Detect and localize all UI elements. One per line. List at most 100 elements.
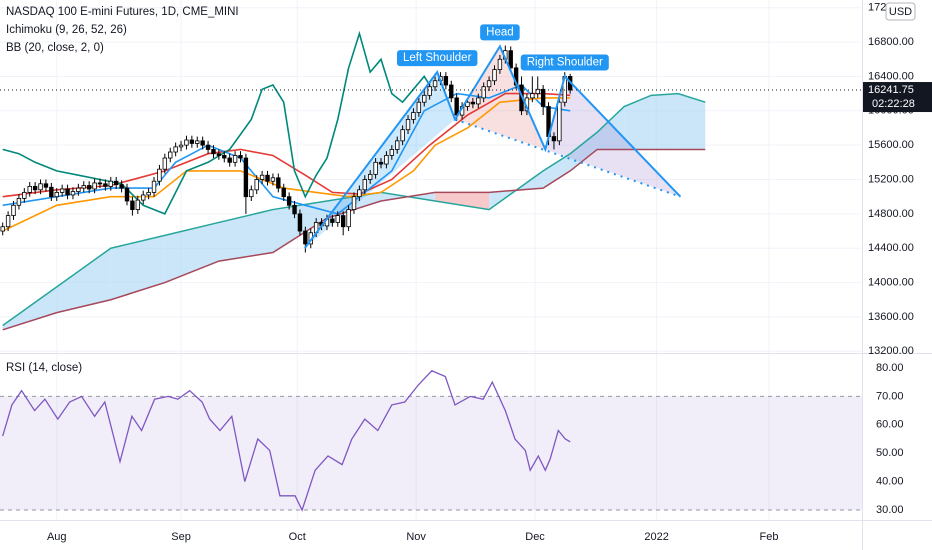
candle-body: [373, 161, 378, 175]
candle-body: [168, 151, 173, 159]
candle-body: [389, 149, 395, 156]
rsi-band: [0, 396, 862, 511]
candle-body: [357, 189, 362, 198]
candle-body: [5, 215, 11, 228]
candle-body: [124, 187, 130, 202]
y-tick-label: 70.00: [876, 390, 904, 402]
cloud-fill: [597, 106, 625, 150]
candle-body: [416, 101, 422, 113]
cloud-fill: [164, 222, 219, 283]
candle-body: [378, 161, 384, 165]
candle-body: [119, 184, 124, 189]
candle-body: [530, 93, 535, 99]
candle-body: [11, 204, 16, 216]
indicator-line: [2, 30, 431, 215]
candle-body: [368, 173, 373, 180]
x-tick-label: Nov: [406, 531, 426, 543]
candle-body: [540, 88, 546, 107]
candle-body: [227, 157, 232, 163]
annotation-label: Left Shoulder: [403, 52, 472, 64]
candle-body: [238, 155, 243, 159]
candle-body: [443, 76, 449, 86]
candle-body: [49, 186, 54, 198]
x-tick-label: Dec: [525, 531, 545, 543]
candle-body: [54, 191, 59, 198]
candle-body: [86, 185, 92, 190]
cloud-fill: [543, 153, 571, 189]
annotation-label: Right Shoulder: [527, 56, 603, 68]
neckline: [454, 118, 681, 198]
candle-body: [222, 155, 227, 159]
candle-body: [130, 200, 135, 210]
candle-body: [195, 140, 200, 144]
x-tick-label: 2022: [644, 531, 668, 543]
candle-body: [146, 191, 151, 196]
x-tick-label: Aug: [47, 531, 67, 543]
candle-body: [108, 180, 113, 187]
cloud-fill: [56, 248, 111, 313]
y-tick-label: 60.00: [876, 419, 904, 431]
y-tick-label: 16400.00: [868, 70, 914, 82]
candle-body: [135, 199, 141, 210]
candle-body: [346, 209, 351, 228]
y-tick-label: 14400.00: [868, 242, 914, 254]
candle-body: [297, 213, 303, 232]
candle-body: [281, 187, 286, 198]
y-tick-label: 16800.00: [868, 36, 914, 48]
candle-body: [286, 196, 292, 206]
candle-body: [32, 185, 38, 191]
candle-body: [486, 80, 492, 88]
candle-body: [497, 58, 503, 70]
cloud-fill: [2, 286, 57, 330]
candle-body: [470, 101, 476, 105]
y-tick-label: 80.00: [876, 362, 904, 374]
candle-body: [432, 80, 438, 88]
cloud-fill: [651, 93, 679, 150]
pattern-fill: [545, 76, 681, 197]
candle-body: [351, 196, 357, 210]
candle-body: [27, 185, 32, 193]
candle-body: [151, 180, 157, 193]
currency-tag[interactable]: [885, 2, 916, 21]
candle-body: [81, 185, 86, 189]
candle-body: [330, 218, 335, 223]
cloud-span: [2, 148, 706, 331]
last-price-label: 16241.75: [868, 84, 914, 96]
indicator-label: BB (20, close, 2, 0): [6, 42, 104, 54]
candle-body: [184, 139, 189, 146]
y-tick-label: 15600.00: [868, 139, 914, 151]
cloud-fill: [678, 93, 706, 150]
cloud-fill: [570, 132, 598, 171]
candle-body: [162, 157, 168, 170]
countdown-label: 02:22:28: [872, 98, 915, 110]
axes: Aug Sep Oct Nov Dec 2022 Feb 13200.00 13600.00 14…: [47, 2, 914, 543]
indicator-line: [2, 84, 571, 215]
candle-body: [465, 101, 470, 107]
candle-body: [97, 182, 103, 185]
candle-body: [16, 198, 22, 206]
x-tick-label: Sep: [171, 531, 191, 543]
pattern-fill: [304, 46, 681, 249]
pattern-line: [304, 44, 682, 249]
candle-body: [113, 180, 119, 186]
rsi-title: RSI (14, close): [6, 362, 82, 374]
candle-body: [43, 183, 49, 188]
candle-body: [22, 191, 27, 199]
candle-body: [205, 144, 211, 150]
candle-body: [454, 97, 459, 116]
candle-body: [92, 182, 97, 190]
candle-body: [557, 101, 562, 142]
candle-body: [254, 179, 259, 191]
currency-label: USD: [889, 6, 912, 18]
candle-body: [70, 191, 76, 196]
candle-body: [508, 50, 513, 69]
candle-body: [232, 155, 238, 163]
candle-body: [0, 226, 5, 232]
ichimoku-cloud: [2, 93, 706, 330]
candle-body: [340, 215, 346, 228]
annotation-label: Head: [486, 26, 514, 38]
candle-body: [303, 230, 308, 245]
candle-body: [292, 204, 297, 215]
candle-body: [535, 88, 540, 95]
